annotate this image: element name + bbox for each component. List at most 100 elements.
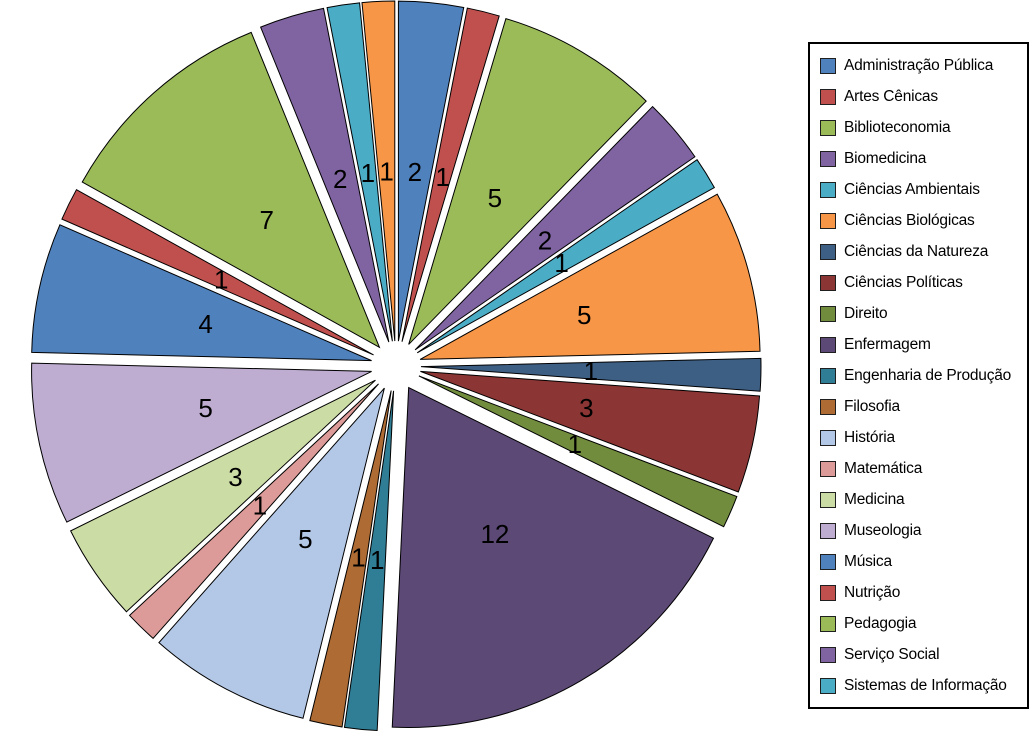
pie-slice-Enfermagem xyxy=(391,386,715,729)
pie-value-label: 1 xyxy=(214,265,228,295)
pie-slice-item-22 xyxy=(361,0,396,342)
pie-value-label: 12 xyxy=(480,519,509,549)
legend-swatch xyxy=(820,57,836,74)
pie-slice-Matemática xyxy=(128,383,379,640)
legend-item: Serviço Social xyxy=(820,640,1023,669)
legend-item: Biblioteconomia xyxy=(820,113,1023,142)
pie-value-label: 2 xyxy=(408,157,422,187)
pie-value-label: 1 xyxy=(361,158,375,188)
pie-value-label: 4 xyxy=(198,309,212,339)
legend-swatch xyxy=(820,429,836,446)
legend-item: Pedagogia xyxy=(820,609,1023,638)
legend-swatch xyxy=(820,181,836,198)
legend-item: Ciências Ambientais xyxy=(820,175,1023,204)
legend-item: Direito xyxy=(820,299,1023,328)
legend-item-label: Nutrição xyxy=(844,583,901,601)
legend-item-label: Sistemas de Informação xyxy=(844,676,1007,694)
legend-item-label: Artes Cênicas xyxy=(844,87,938,105)
legend-item-label: Ciências da Natureza xyxy=(844,242,989,260)
legend-item: Ciências Políticas xyxy=(820,268,1023,297)
legend-swatch xyxy=(820,274,836,291)
legend-item: Matemática xyxy=(820,454,1023,483)
pie-value-label: 1 xyxy=(584,356,598,386)
legend-swatch xyxy=(820,150,836,167)
legend-item-label: Música xyxy=(844,552,892,570)
pie-value-label: 1 xyxy=(435,162,449,192)
legend-swatch xyxy=(820,553,836,570)
legend: Administração Pública Artes Cênicas Biblio… xyxy=(808,42,1029,709)
legend-swatch xyxy=(820,677,836,694)
legend-item: Filosofia xyxy=(820,392,1023,421)
pie-slice-Direito xyxy=(418,375,738,528)
pie-slice-Biblioteconomia xyxy=(408,18,647,345)
legend-item-label: Filosofia xyxy=(844,397,900,415)
legend-item: Administração Pública xyxy=(820,51,1023,80)
pie-slice-Nutrição xyxy=(61,189,374,356)
legend-item: Artes Cênicas xyxy=(820,82,1023,111)
pie-slice-Sistemas de Informação xyxy=(326,2,393,342)
legend-item-label: Matemática xyxy=(844,459,923,477)
pie-value-label: 1 xyxy=(379,156,393,186)
legend-item: Ciências da Natureza xyxy=(820,237,1023,266)
legend-item: História xyxy=(820,423,1023,452)
pie-slice-Museologia xyxy=(31,362,372,523)
pie-slice-Serviço Social xyxy=(259,7,390,343)
pie-slice-Ciências Ambientais xyxy=(416,158,716,354)
pie-value-label: 2 xyxy=(538,225,552,255)
legend-swatch xyxy=(820,367,836,384)
pie-value-label: 5 xyxy=(298,524,312,554)
legend-swatch xyxy=(820,460,836,477)
legend-item-label: Administração Pública xyxy=(844,56,994,74)
legend-item: Medicina xyxy=(820,485,1023,514)
pie-value-label: 1 xyxy=(568,429,582,459)
legend-item: Museologia xyxy=(820,516,1023,545)
pie-slice-Administração Pública xyxy=(397,0,465,342)
pie-slice-Ciências da Natureza xyxy=(420,357,762,392)
legend-item-label: Biomedicina xyxy=(844,149,927,167)
legend-item-label: Engenharia de Produção xyxy=(844,366,1012,384)
pie-slices xyxy=(31,0,762,732)
legend-item: Engenharia de Produção xyxy=(820,361,1023,390)
pie-value-label: 5 xyxy=(577,300,591,330)
pie-value-label: 1 xyxy=(351,543,365,573)
legend-item: Enfermagem xyxy=(820,330,1023,359)
legend-item-label: Direito xyxy=(844,304,888,322)
legend-item-label: Ciências Políticas xyxy=(844,273,963,291)
legend-item: Nutrição xyxy=(820,578,1023,607)
legend-swatch xyxy=(820,398,836,415)
pie-value-label: 5 xyxy=(488,183,502,213)
pie-slice-Ciências Biológicas xyxy=(419,193,761,360)
legend-item-label: Serviço Social xyxy=(844,645,940,663)
legend-item-label: Pedagogia xyxy=(844,614,917,632)
legend-item-label: História xyxy=(844,428,895,446)
legend-item: Ciências Biológicas xyxy=(820,206,1023,235)
legend-item-label: Enfermagem xyxy=(844,335,931,353)
legend-swatch xyxy=(820,646,836,663)
pie-value-label: 5 xyxy=(198,393,212,423)
legend-swatch xyxy=(820,522,836,539)
pie-value-label: 1 xyxy=(554,248,568,278)
pie-value-label: 3 xyxy=(228,462,242,492)
legend-item: Biomedicina xyxy=(820,144,1023,173)
legend-item: Sistemas de Informação xyxy=(820,671,1023,700)
legend-item-label: Ciências Biológicas xyxy=(844,211,975,229)
legend-swatch xyxy=(820,615,836,632)
pie-slice-Artes Cênicas xyxy=(401,7,500,342)
legend-item-label: Biblioteconomia xyxy=(844,118,951,136)
legend-swatch xyxy=(820,88,836,105)
pie-slice-Engenharia de Produção xyxy=(343,390,395,732)
legend-item-label: Medicina xyxy=(844,490,905,508)
legend-swatch xyxy=(820,584,836,601)
legend-item-label: Ciências Ambientais xyxy=(844,180,980,198)
pie-slice-Pedagogia xyxy=(81,31,381,349)
legend-swatch xyxy=(820,212,836,229)
pie-value-label: 1 xyxy=(253,491,267,521)
pie-slice-Ciências Políticas xyxy=(420,370,761,493)
pie-value-label: 3 xyxy=(579,393,593,423)
pie-slice-Biomedicina xyxy=(414,105,696,351)
pie-slice-Medicina xyxy=(69,379,376,613)
legend-swatch xyxy=(820,119,836,136)
